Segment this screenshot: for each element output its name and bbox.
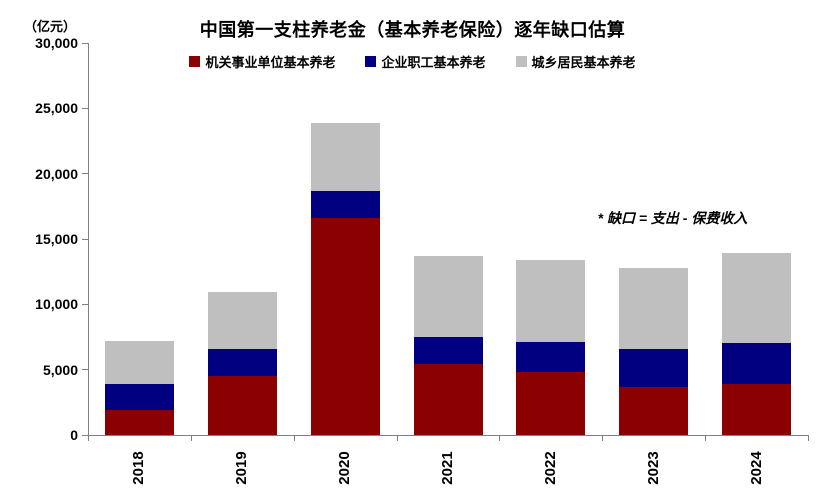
x-category-label: 2023 — [644, 451, 662, 485]
legend-item: 机关事业单位基本养老 — [189, 52, 335, 71]
legend-swatch-icon — [189, 56, 201, 67]
y-tick-label: 5,000 — [42, 361, 78, 378]
legend-label: 机关事业单位基本养老 — [205, 55, 336, 70]
chart-title: 中国第一支柱养老金（基本养老保险）逐年缺口估算 — [199, 20, 626, 40]
y-tick-mark — [82, 173, 88, 175]
legend-item: 城乡居民基本养老 — [515, 52, 636, 71]
footnote-annotation: * 缺口 = 支出 - 保费收入 — [597, 210, 748, 226]
legend-label: 城乡居民基本养老 — [531, 55, 636, 70]
y-tick-label: 10,000 — [35, 296, 78, 313]
x-tick-mark — [808, 436, 809, 441]
legend-item: 企业职工基本养老 — [365, 52, 486, 71]
bar-segment — [310, 218, 380, 435]
y-tick-label: 25,000 — [35, 100, 78, 117]
legend-swatch-icon — [365, 56, 377, 67]
legend-label: 企业职工基本养老 — [381, 55, 486, 70]
y-tick-label: 20,000 — [35, 165, 78, 182]
x-tick-mark — [602, 436, 604, 441]
y-tick-mark — [82, 238, 88, 240]
x-category-label: 2021 — [439, 451, 456, 485]
x-tick-mark — [190, 436, 192, 441]
x-tick-mark — [88, 436, 89, 441]
bar-segment — [516, 342, 586, 372]
bar-segment — [413, 364, 483, 435]
bar-segment — [619, 268, 689, 349]
x-category-label: 2022 — [541, 451, 559, 485]
x-tick-mark — [499, 436, 501, 441]
y-tick-mark — [82, 434, 88, 436]
bar-segment — [619, 349, 689, 387]
x-tick-mark — [396, 436, 398, 441]
bar-segment — [207, 376, 277, 435]
bar-segment — [310, 191, 380, 218]
x-category-label: 2024 — [747, 451, 765, 485]
legend-swatch-icon — [515, 56, 527, 67]
x-category-label: 2018 — [130, 451, 148, 485]
bar-segment — [722, 343, 792, 384]
y-axis-unit-label: （亿元） — [24, 19, 77, 34]
bar-segment — [619, 387, 689, 435]
bar-segment — [104, 341, 174, 384]
bar-segment — [207, 349, 277, 376]
x-category-label: 2019 — [233, 451, 251, 485]
legend: 机关事业单位基本养老 企业职工基本养老 城乡居民基本养老 — [0, 52, 825, 71]
y-tick-label: 0 — [70, 427, 78, 443]
bar-segment — [413, 256, 483, 337]
bar-segment — [516, 372, 586, 435]
x-tick-mark — [293, 436, 295, 441]
bar-segment — [722, 384, 792, 435]
y-tick-mark — [82, 42, 88, 44]
bar-segment — [413, 337, 483, 364]
y-tick-mark — [82, 107, 88, 109]
x-tick-mark — [705, 436, 707, 441]
y-tick-label: 30,000 — [35, 35, 78, 51]
plot-area — [88, 43, 809, 436]
bar-segment — [722, 253, 792, 343]
y-tick-mark — [82, 303, 88, 305]
bar-segment — [104, 410, 174, 435]
y-tick-label: 15,000 — [35, 231, 78, 247]
bar-segment — [104, 384, 174, 410]
y-tick-mark — [82, 369, 88, 371]
bar-segment — [207, 292, 277, 349]
bar-segment — [516, 260, 586, 342]
x-category-label: 2020 — [336, 451, 354, 485]
bar-segment — [310, 123, 380, 191]
